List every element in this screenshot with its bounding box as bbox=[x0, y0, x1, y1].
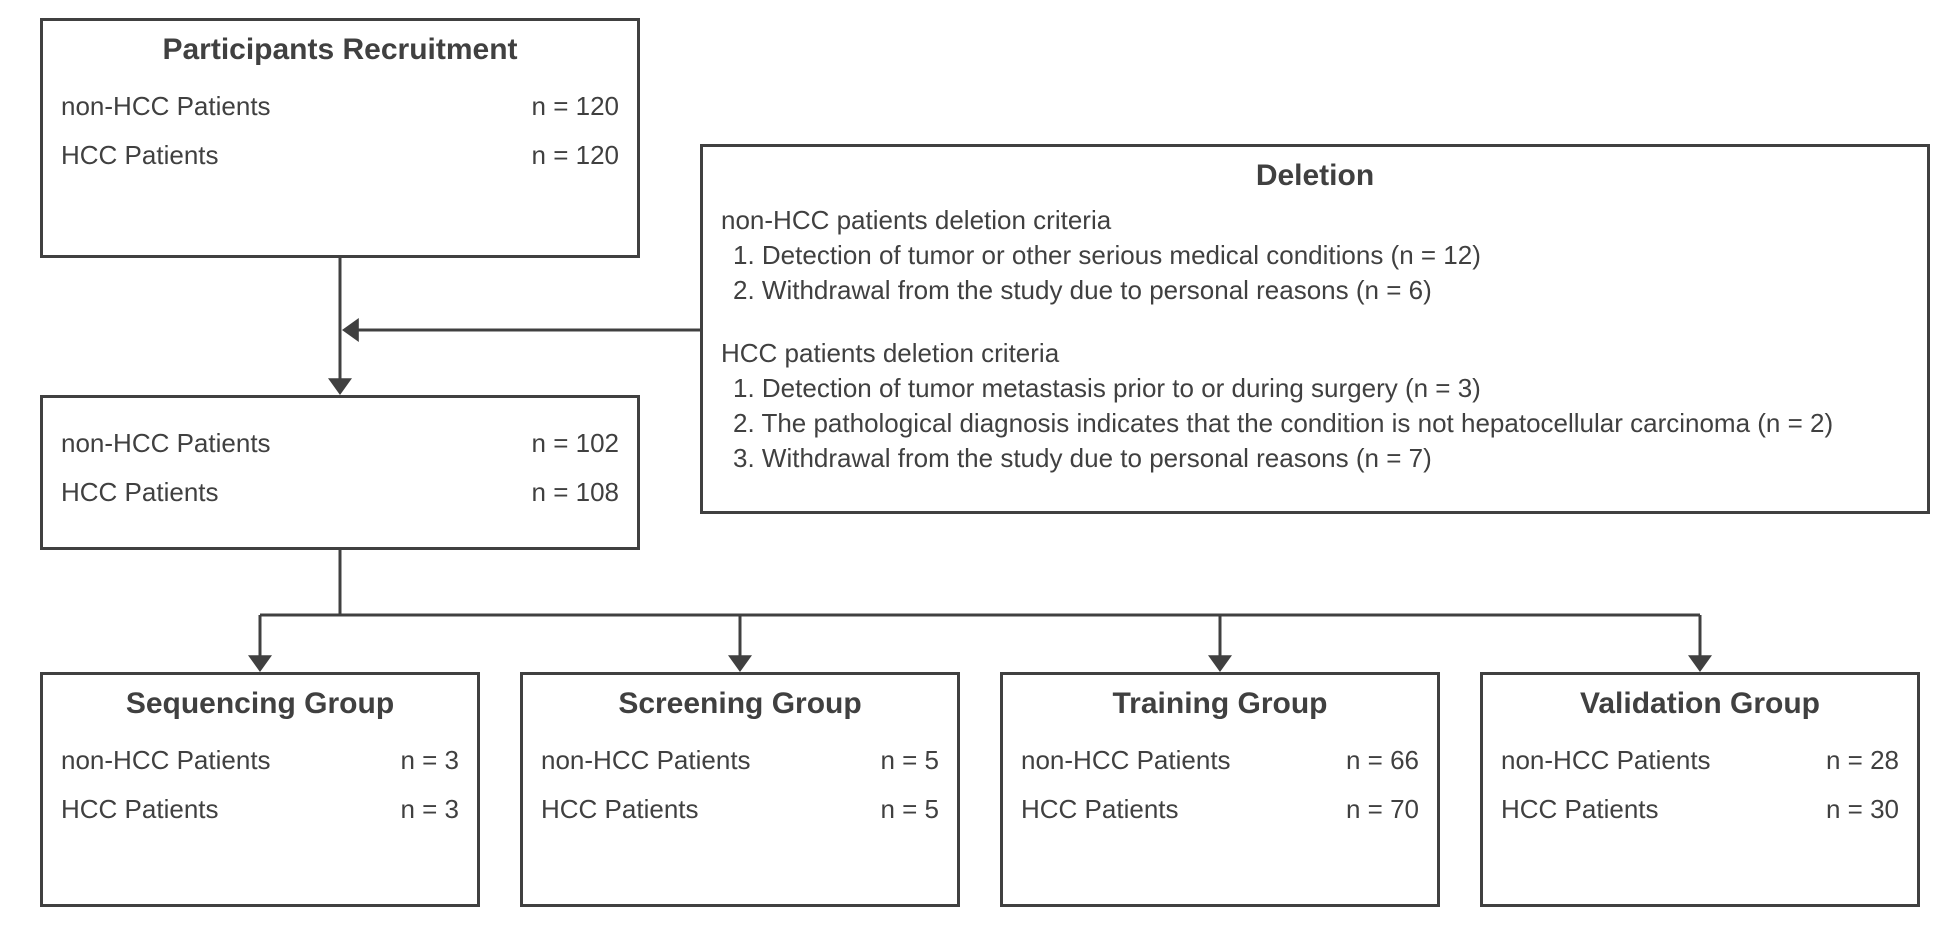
row-value: n = 5 bbox=[880, 745, 939, 776]
deletion-hcc-label: HCC patients deletion criteria bbox=[721, 338, 1909, 369]
deletion-title: Deletion bbox=[721, 159, 1909, 193]
flowchart-canvas: Participants Recruitment non-HCC Patient… bbox=[0, 0, 1958, 930]
deletion-criterion: 2. Withdrawal from the study due to pers… bbox=[733, 275, 1909, 306]
group-title: Sequencing Group bbox=[61, 687, 459, 721]
row-label: non-HCC Patients bbox=[541, 745, 751, 776]
row-label: HCC Patients bbox=[61, 794, 219, 825]
group-row: HCC Patients n = 70 bbox=[1021, 794, 1419, 825]
group-row: non-HCC Patients n = 3 bbox=[61, 745, 459, 776]
row-value: n = 5 bbox=[880, 794, 939, 825]
row-label: non-HCC Patients bbox=[1501, 745, 1711, 776]
row-label: non-HCC Patients bbox=[61, 745, 271, 776]
group-row: HCC Patients n = 30 bbox=[1501, 794, 1899, 825]
recruitment-row: HCC Patients n = 120 bbox=[61, 140, 619, 171]
deletion-criterion: 3. Withdrawal from the study due to pers… bbox=[733, 443, 1909, 474]
row-value: n = 120 bbox=[532, 140, 619, 171]
group-row: HCC Patients n = 5 bbox=[541, 794, 939, 825]
deletion-criterion: 1. Detection of tumor or other serious m… bbox=[733, 240, 1909, 271]
post-row: HCC Patients n = 108 bbox=[61, 477, 619, 508]
group-row: non-HCC Patients n = 5 bbox=[541, 745, 939, 776]
row-value: n = 3 bbox=[400, 745, 459, 776]
row-label: non-HCC Patients bbox=[1021, 745, 1231, 776]
group-title: Screening Group bbox=[541, 687, 939, 721]
row-label: HCC Patients bbox=[541, 794, 699, 825]
row-value: n = 108 bbox=[532, 477, 619, 508]
row-value: n = 120 bbox=[532, 91, 619, 122]
row-value: n = 30 bbox=[1826, 794, 1899, 825]
row-value: n = 102 bbox=[532, 428, 619, 459]
deletion-nonhcc-label: non-HCC patients deletion criteria bbox=[721, 205, 1909, 236]
deletion-criterion: 2. The pathological diagnosis indicates … bbox=[733, 408, 1909, 439]
row-value: n = 3 bbox=[400, 794, 459, 825]
row-label: HCC Patients bbox=[61, 140, 219, 171]
screening-group-box: Screening Group non-HCC Patients n = 5 H… bbox=[520, 672, 960, 907]
recruitment-box: Participants Recruitment non-HCC Patient… bbox=[40, 18, 640, 258]
row-value: n = 28 bbox=[1826, 745, 1899, 776]
validation-group-box: Validation Group non-HCC Patients n = 28… bbox=[1480, 672, 1920, 907]
group-title: Validation Group bbox=[1501, 687, 1899, 721]
sequencing-group-box: Sequencing Group non-HCC Patients n = 3 … bbox=[40, 672, 480, 907]
post-deletion-box: non-HCC Patients n = 102 HCC Patients n … bbox=[40, 395, 640, 550]
row-label: HCC Patients bbox=[61, 477, 219, 508]
recruitment-row: non-HCC Patients n = 120 bbox=[61, 91, 619, 122]
row-value: n = 66 bbox=[1346, 745, 1419, 776]
row-value: n = 70 bbox=[1346, 794, 1419, 825]
row-label: HCC Patients bbox=[1021, 794, 1179, 825]
post-row: non-HCC Patients n = 102 bbox=[61, 428, 619, 459]
row-label: non-HCC Patients bbox=[61, 428, 271, 459]
deletion-box: Deletion non-HCC patients deletion crite… bbox=[700, 144, 1930, 514]
row-label: non-HCC Patients bbox=[61, 91, 271, 122]
group-title: Training Group bbox=[1021, 687, 1419, 721]
spacer bbox=[721, 310, 1909, 328]
group-row: HCC Patients n = 3 bbox=[61, 794, 459, 825]
group-row: non-HCC Patients n = 66 bbox=[1021, 745, 1419, 776]
recruitment-title: Participants Recruitment bbox=[61, 33, 619, 67]
deletion-criterion: 1. Detection of tumor metastasis prior t… bbox=[733, 373, 1909, 404]
row-label: HCC Patients bbox=[1501, 794, 1659, 825]
training-group-box: Training Group non-HCC Patients n = 66 H… bbox=[1000, 672, 1440, 907]
group-row: non-HCC Patients n = 28 bbox=[1501, 745, 1899, 776]
